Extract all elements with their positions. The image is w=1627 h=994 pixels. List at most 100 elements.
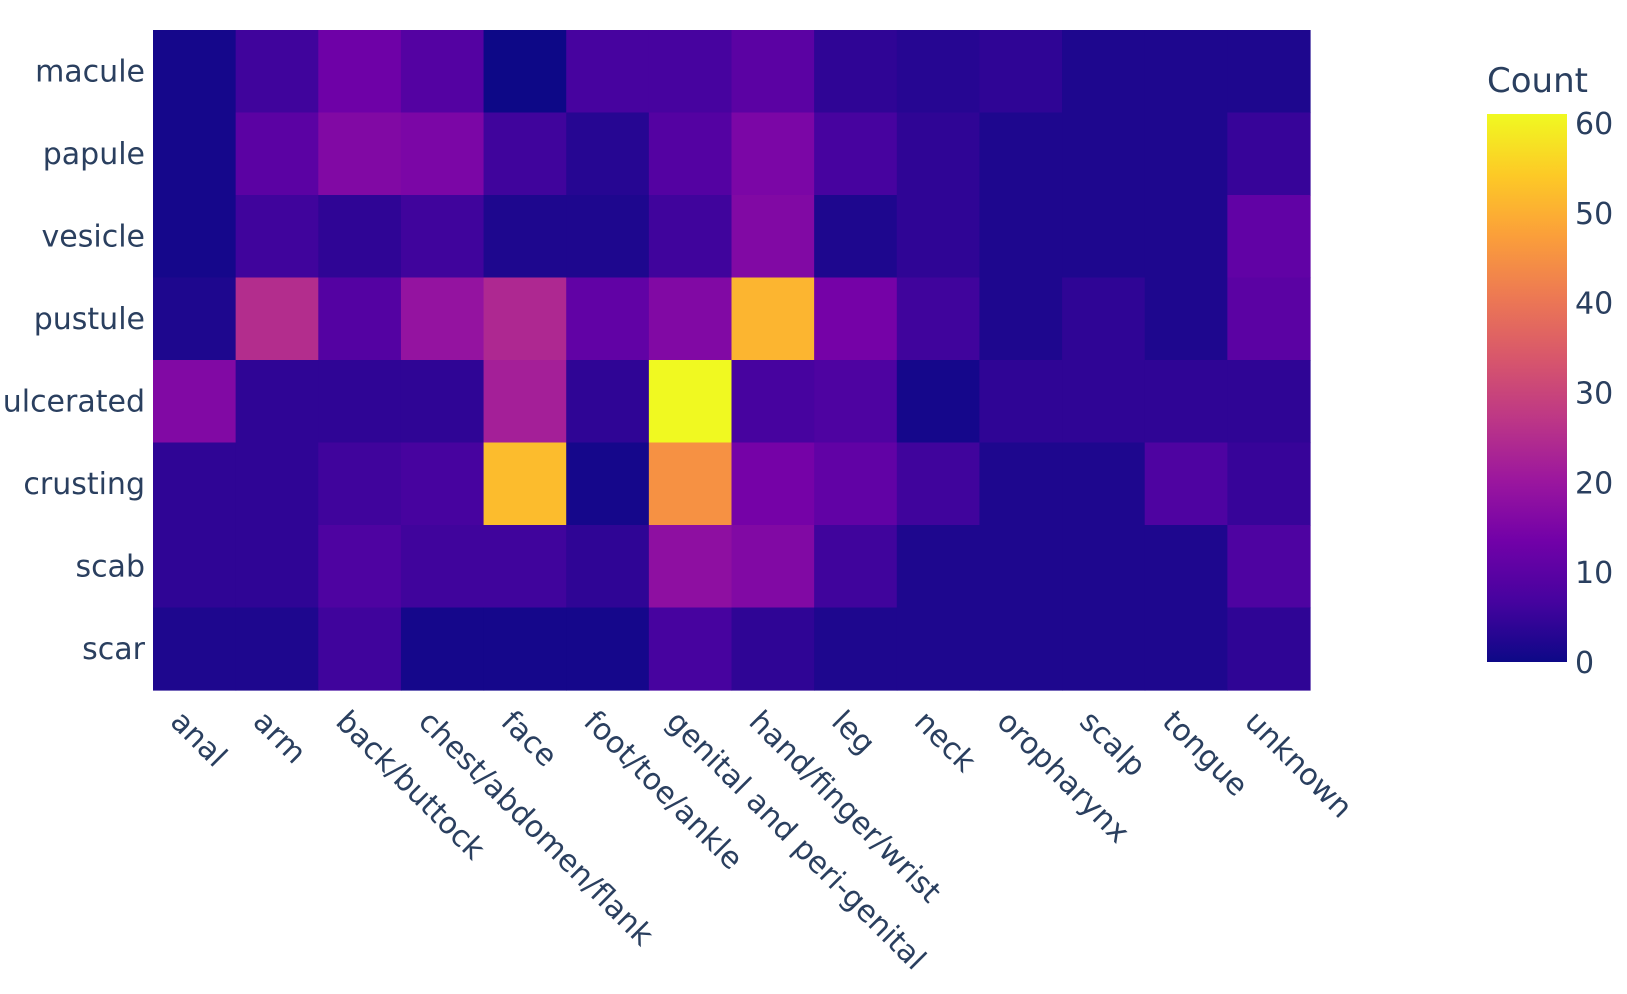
heatmap-cells bbox=[153, 30, 1311, 691]
heatmap-cell-ulcerated-back-buttock bbox=[318, 360, 402, 444]
heatmap-cell-pustule-anal bbox=[153, 277, 237, 361]
heatmap-cell-scar-neck bbox=[896, 607, 981, 691]
y-tick-label: ulcerated bbox=[3, 384, 145, 419]
heatmap-cell-vesicle-genital-and-peri-genital bbox=[648, 195, 733, 279]
heatmap-cell-scar-oropharynx bbox=[979, 607, 1063, 691]
colorbar: Count 0 10 20 30 40 50 60 bbox=[1487, 61, 1613, 681]
heatmap-cell-pustule-foot-toe-ankle bbox=[566, 277, 650, 361]
heatmap-cell-ulcerated-unknown bbox=[1227, 360, 1311, 444]
heatmap-cell-vesicle-oropharynx bbox=[979, 195, 1063, 279]
heatmap-cell-macule-hand-finger-wrist bbox=[731, 30, 815, 114]
heatmap-cell-crusting-genital-and-peri-genital bbox=[648, 442, 733, 526]
heatmap-cell-papule-arm bbox=[235, 112, 319, 196]
colorbar-gradient bbox=[1487, 114, 1567, 662]
colorbar-tick-label: 0 bbox=[1575, 646, 1594, 681]
heatmap-cell-ulcerated-anal bbox=[153, 360, 237, 444]
heatmap-cell-macule-leg bbox=[814, 30, 898, 114]
y-axis-labels: macule papule vesicle pustule ulcerated crust… bbox=[3, 54, 146, 667]
heatmap-cell-scab-unknown bbox=[1227, 525, 1311, 609]
heatmap-cell-macule-genital-and-peri-genital bbox=[648, 30, 733, 114]
y-tick-label: scab bbox=[75, 549, 145, 584]
heatmap-cell-crusting-scalp bbox=[1062, 442, 1146, 526]
heatmap-cell-crusting-foot-toe-ankle bbox=[566, 442, 650, 526]
heatmap-cell-scab-back-buttock bbox=[318, 525, 402, 609]
heatmap-cell-scab-leg bbox=[814, 525, 898, 609]
heatmap-cell-scab-chest-abdomen-flank bbox=[400, 525, 485, 609]
heatmap-cell-vesicle-foot-toe-ankle bbox=[566, 195, 650, 279]
heatmap-cell-scar-face bbox=[483, 607, 567, 691]
heatmap-cell-crusting-face bbox=[483, 442, 567, 526]
heatmap-cell-papule-tongue bbox=[1144, 112, 1228, 196]
heatmap-cell-pustule-unknown bbox=[1227, 277, 1311, 361]
heatmap-cell-scab-scalp bbox=[1062, 525, 1146, 609]
heatmap-cell-papule-genital-and-peri-genital bbox=[648, 112, 733, 196]
heatmap-cell-scab-oropharynx bbox=[979, 525, 1063, 609]
heatmap-cell-crusting-back-buttock bbox=[318, 442, 402, 526]
heatmap-cell-vesicle-unknown bbox=[1227, 195, 1311, 279]
y-tick-label: scar bbox=[82, 632, 146, 667]
heatmap-cell-vesicle-hand-finger-wrist bbox=[731, 195, 815, 279]
heatmap-cell-ulcerated-face bbox=[483, 360, 567, 444]
x-tick-label: tongue bbox=[1155, 704, 1254, 803]
colorbar-title: Count bbox=[1487, 61, 1588, 101]
heatmap-cell-macule-back-buttock bbox=[318, 30, 402, 114]
heatmap-cell-ulcerated-neck bbox=[896, 360, 981, 444]
heatmap-cell-pustule-back-buttock bbox=[318, 277, 402, 361]
heatmap-cell-vesicle-leg bbox=[814, 195, 898, 279]
heatmap-cell-scab-anal bbox=[153, 525, 237, 609]
heatmap-cell-scab-arm bbox=[235, 525, 319, 609]
colorbar-tick-label: 40 bbox=[1575, 287, 1613, 322]
heatmap-cell-ulcerated-foot-toe-ankle bbox=[566, 360, 650, 444]
heatmap-cell-ulcerated-chest-abdomen-flank bbox=[400, 360, 485, 444]
y-tick-label: crusting bbox=[23, 467, 145, 502]
heatmap-cell-pustule-oropharynx bbox=[979, 277, 1063, 361]
colorbar-ticks: 0 10 20 30 40 50 60 bbox=[1575, 107, 1613, 681]
heatmap-cell-macule-anal bbox=[153, 30, 237, 114]
heatmap-cell-macule-arm bbox=[235, 30, 319, 114]
heatmap-cell-macule-neck bbox=[896, 30, 981, 114]
heatmap-cell-scar-chest-abdomen-flank bbox=[400, 607, 485, 691]
x-axis-labels: anal arm back/buttockchest/abdomen/flankfa… bbox=[163, 704, 1359, 977]
heatmap-cell-scab-tongue bbox=[1144, 525, 1228, 609]
x-tick-label: unknown bbox=[1238, 704, 1359, 825]
heatmap-cell-crusting-unknown bbox=[1227, 442, 1311, 526]
heatmap-cell-scar-scalp bbox=[1062, 607, 1146, 691]
heatmap-cell-crusting-chest-abdomen-flank bbox=[400, 442, 485, 526]
colorbar-tick-label: 20 bbox=[1575, 466, 1613, 501]
heatmap-cell-macule-tongue bbox=[1144, 30, 1228, 114]
heatmap-cell-crusting-arm bbox=[235, 442, 319, 526]
x-tick-label: anal bbox=[163, 704, 233, 774]
x-tick-label: back/buttock bbox=[329, 704, 492, 867]
heatmap-cell-papule-anal bbox=[153, 112, 237, 196]
heatmap-cell-crusting-oropharynx bbox=[979, 442, 1063, 526]
heatmap-cell-ulcerated-scalp bbox=[1062, 360, 1146, 444]
heatmap-cell-ulcerated-oropharynx bbox=[979, 360, 1063, 444]
heatmap-cell-crusting-leg bbox=[814, 442, 898, 526]
heatmap-cell-scab-face bbox=[483, 525, 567, 609]
heatmap-cell-vesicle-arm bbox=[235, 195, 319, 279]
colorbar-tick-label: 50 bbox=[1575, 197, 1613, 232]
heatmap-cell-ulcerated-arm bbox=[235, 360, 319, 444]
heatmap-cell-macule-oropharynx bbox=[979, 30, 1063, 114]
heatmap-cell-papule-neck bbox=[896, 112, 981, 196]
heatmap-cell-crusting-hand-finger-wrist bbox=[731, 442, 815, 526]
heatmap-cell-macule-foot-toe-ankle bbox=[566, 30, 650, 114]
heatmap-cell-scar-hand-finger-wrist bbox=[731, 607, 815, 691]
heatmap-cell-crusting-tongue bbox=[1144, 442, 1228, 526]
heatmap-cell-scar-leg bbox=[814, 607, 898, 691]
heatmap-cell-papule-oropharynx bbox=[979, 112, 1063, 196]
heatmap-cell-vesicle-scalp bbox=[1062, 195, 1146, 279]
heatmap-cell-papule-foot-toe-ankle bbox=[566, 112, 650, 196]
heatmap-cell-scar-anal bbox=[153, 607, 237, 691]
heatmap-cell-ulcerated-genital-and-peri-genital bbox=[648, 360, 733, 444]
heatmap-cell-pustule-arm bbox=[235, 277, 319, 361]
x-tick-label: arm bbox=[246, 704, 313, 771]
y-tick-label: macule bbox=[35, 54, 145, 89]
heatmap-cell-papule-unknown bbox=[1227, 112, 1311, 196]
colorbar-tick-label: 10 bbox=[1575, 556, 1613, 591]
heatmap-cell-vesicle-face bbox=[483, 195, 567, 279]
heatmap-cell-scab-genital-and-peri-genital bbox=[648, 525, 733, 609]
heatmap-cell-pustule-neck bbox=[896, 277, 981, 361]
heatmap-cell-scar-unknown bbox=[1227, 607, 1311, 691]
